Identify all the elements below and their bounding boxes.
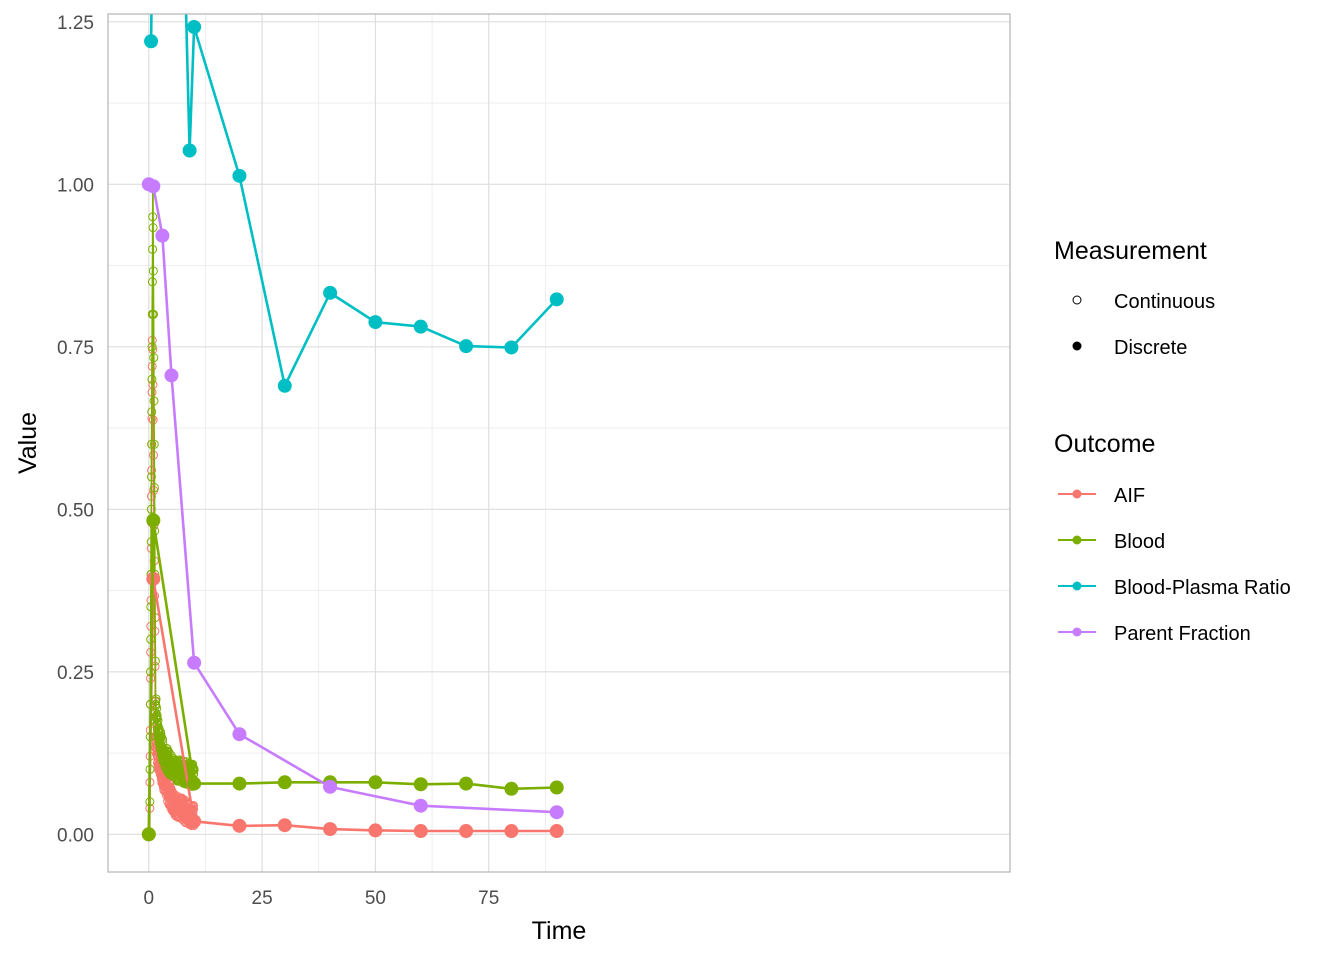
legend-key-point [1072,627,1082,637]
continuous-point [149,309,159,319]
discrete-point [187,776,202,791]
discrete-point [232,168,247,183]
y-tick-label: 0.25 [57,663,94,684]
legend-title-measurement: Measurement [1054,237,1207,265]
discrete-point [232,727,247,742]
discrete-point [368,775,383,790]
continuous-point [152,710,162,720]
discrete-point [144,34,159,49]
x-tick-label: 0 [144,888,155,909]
x-axis-title: Time [532,917,587,945]
discrete-point [413,319,428,334]
discrete-point [549,780,564,795]
continuous-point [154,726,164,736]
legend-title-outcome: Outcome [1054,430,1155,458]
legend-label: AIF [1114,485,1145,507]
discrete-point [504,824,519,839]
discrete-point [323,285,338,300]
discrete-point [413,777,428,792]
y-tick-label: 0.75 [57,338,94,359]
continuous-point [148,266,158,276]
legend-key-point [1072,489,1082,499]
discrete-point [368,315,383,330]
discrete-point [146,513,161,528]
plot-panel [108,14,1010,872]
discrete-point [459,824,474,839]
discrete-point [413,798,428,813]
discrete-point [164,368,179,383]
continuous-point [147,374,157,384]
legend-label: Parent Fraction [1114,623,1251,645]
continuous-point [147,407,157,417]
discrete-point [549,292,564,307]
discrete-point [413,824,428,839]
legend-label: Blood-Plasma Ratio [1114,577,1291,599]
data-layer [141,14,564,842]
continuous-point [149,439,159,449]
continuous-point [158,734,168,744]
y-tick-label: 1.25 [57,13,94,34]
discrete-point [277,818,292,833]
discrete-point [146,179,161,194]
legend-key-continuous [1072,295,1082,305]
continuous-point [148,223,158,233]
discrete-point [323,779,338,794]
discrete-point [459,339,474,354]
continuous-point [149,483,159,493]
discrete-point [549,805,564,820]
continuous-point [189,765,199,775]
continuous-point [157,732,167,742]
discrete-point [155,228,170,243]
discrete-point [141,827,156,842]
discrete-point [323,822,338,837]
discrete-point [187,20,202,34]
y-tick-label: 0.00 [57,825,94,846]
legend-label: Discrete [1114,337,1187,359]
continuous-point [147,277,157,287]
discrete-point [182,143,197,158]
discrete-point [368,823,383,838]
continuous-point [152,703,162,713]
discrete-point [277,378,292,393]
axis-ticks: 0.00 0.25 0.50 0.75 1.00 1.25 0 25 50 75 [57,13,499,909]
legend: Measurement Continuous Discrete Outcome AIF B… [1054,237,1291,645]
discrete-point [232,818,247,833]
continuous-point [147,439,157,449]
legend-key-point [1072,535,1082,545]
continuous-point [148,380,158,390]
y-tick-label: 1.00 [57,175,94,196]
continuous-point [148,244,158,254]
grid [108,14,1010,872]
continuous-point [148,212,158,222]
discrete-point [277,775,292,790]
discrete-point [187,814,202,829]
continuous-point [147,342,157,352]
x-tick-label: 25 [252,888,273,909]
continuous-point [146,537,156,547]
discrete-point [549,824,564,839]
discrete-point [232,776,247,791]
continuous-point [146,504,156,514]
discrete-point [504,340,519,355]
continuous-point [149,353,159,363]
y-axis-title: Value [14,412,42,474]
continuous-point [149,396,159,406]
legend-key-discrete [1072,341,1082,351]
continuous-point [146,472,156,482]
discrete-point [459,776,474,791]
plot-border [107,13,1011,873]
x-tick-label: 50 [365,888,386,909]
x-tick-label: 75 [478,888,499,909]
continuous-point [189,801,199,811]
discrete-point [187,655,202,670]
discrete-point [504,781,519,796]
legend-key-point [1072,581,1082,591]
y-tick-label: 0.50 [57,500,94,521]
legend-label: Continuous [1114,291,1215,313]
continuous-point [156,728,166,738]
legend-label: Blood [1114,531,1165,553]
